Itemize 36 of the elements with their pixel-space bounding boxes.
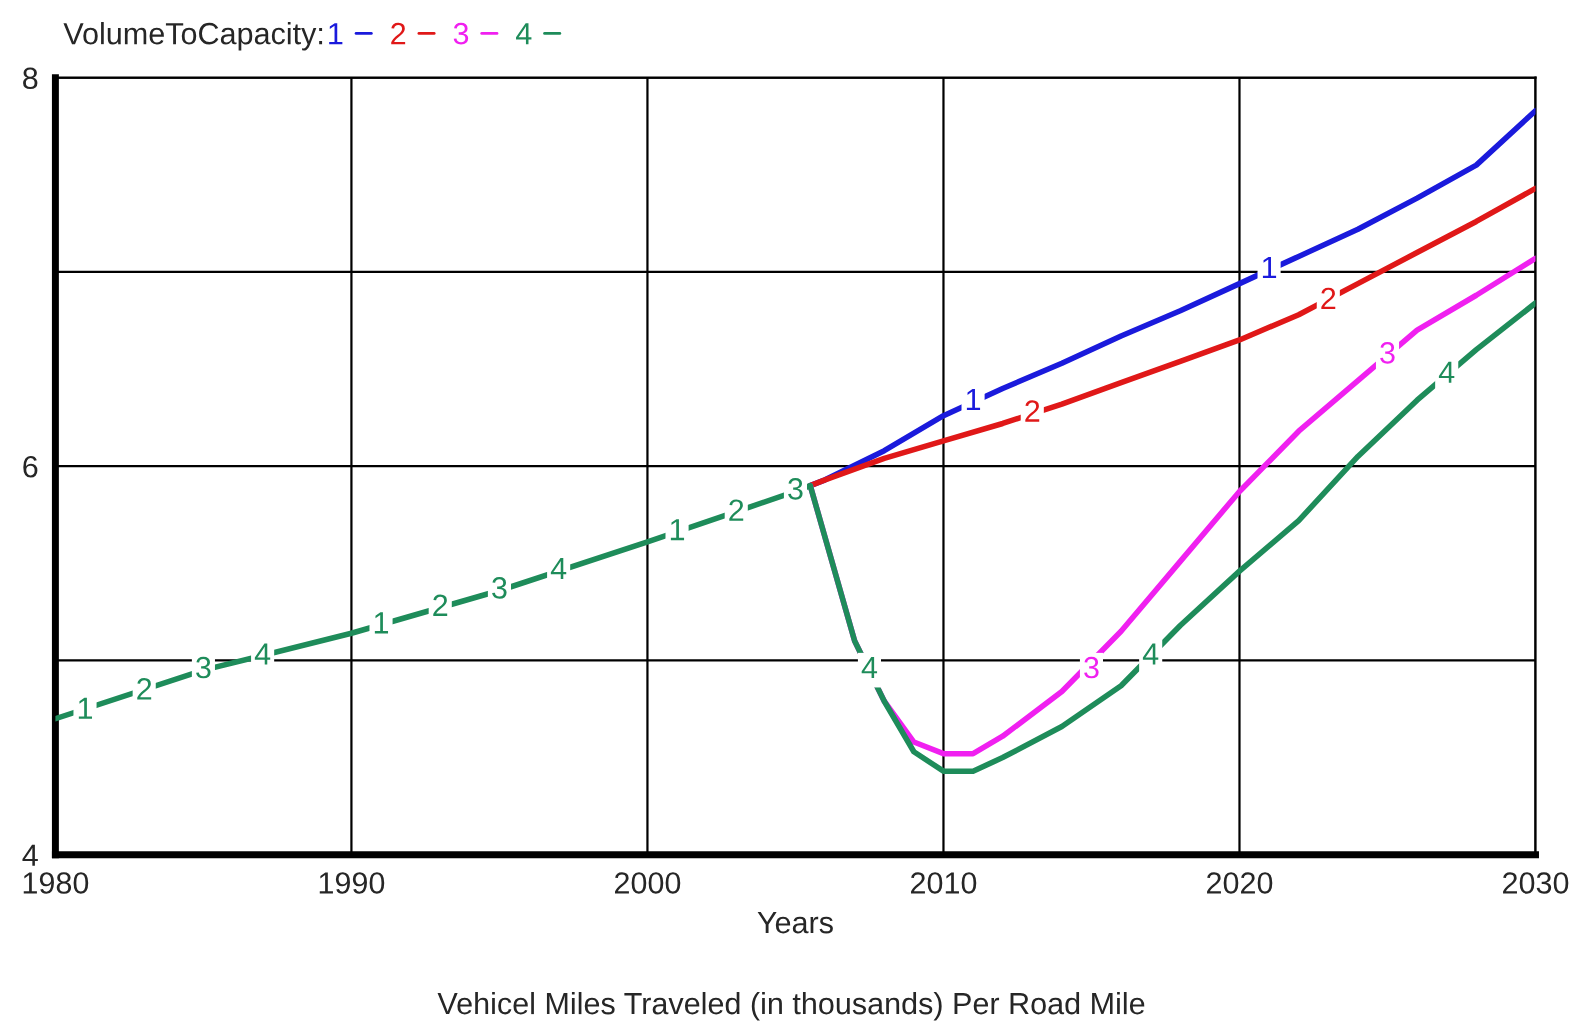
annotation: 2: [1321, 287, 1336, 309]
annotation: 2: [433, 594, 448, 616]
annotation: 4: [254, 643, 271, 665]
annotation: 3: [1084, 656, 1099, 679]
annotation: 4: [1438, 361, 1455, 383]
text: Vehicel Miles Traveled (in thousands) Per Road Mile: [437, 991, 1145, 1021]
x-tick-label: 1980: [23, 872, 89, 894]
x-tick-label: 2030: [1503, 872, 1569, 894]
legend-label: 3: [453, 22, 469, 45]
x-tick-label: 2000: [615, 872, 681, 894]
x-axis-title: Years: [757, 912, 833, 934]
annotation: 4: [550, 557, 567, 579]
annotation: 2: [137, 678, 152, 700]
legend-title: VolumeToCapacity:: [63, 22, 323, 51]
annotation: 4: [1142, 643, 1159, 665]
x-tick-label: 2020: [1207, 872, 1273, 894]
annotation: 1: [670, 519, 685, 541]
x-tick-label: 2010: [911, 872, 977, 894]
annotation: 3: [492, 577, 507, 599]
annotation: 1: [78, 697, 93, 719]
annotation: 3: [1380, 342, 1395, 364]
annotation: 1: [374, 612, 389, 634]
y-tick-label: 6: [23, 455, 38, 478]
annotation: 4: [861, 657, 878, 679]
annotation: 1: [1262, 256, 1277, 278]
x-tick-label: 1990: [319, 872, 385, 894]
y-tick-label: 8: [23, 67, 38, 90]
annotation: 1: [966, 388, 981, 410]
legend-label: 4: [516, 23, 532, 45]
y-tick-label: 4: [22, 844, 38, 866]
annotation: 3: [196, 656, 211, 679]
legend-label: 2: [391, 22, 406, 45]
annotation: 3: [788, 478, 803, 500]
annotation: 2: [1025, 400, 1040, 422]
annotation: 2: [729, 499, 744, 521]
legend-label: 1: [329, 23, 343, 45]
